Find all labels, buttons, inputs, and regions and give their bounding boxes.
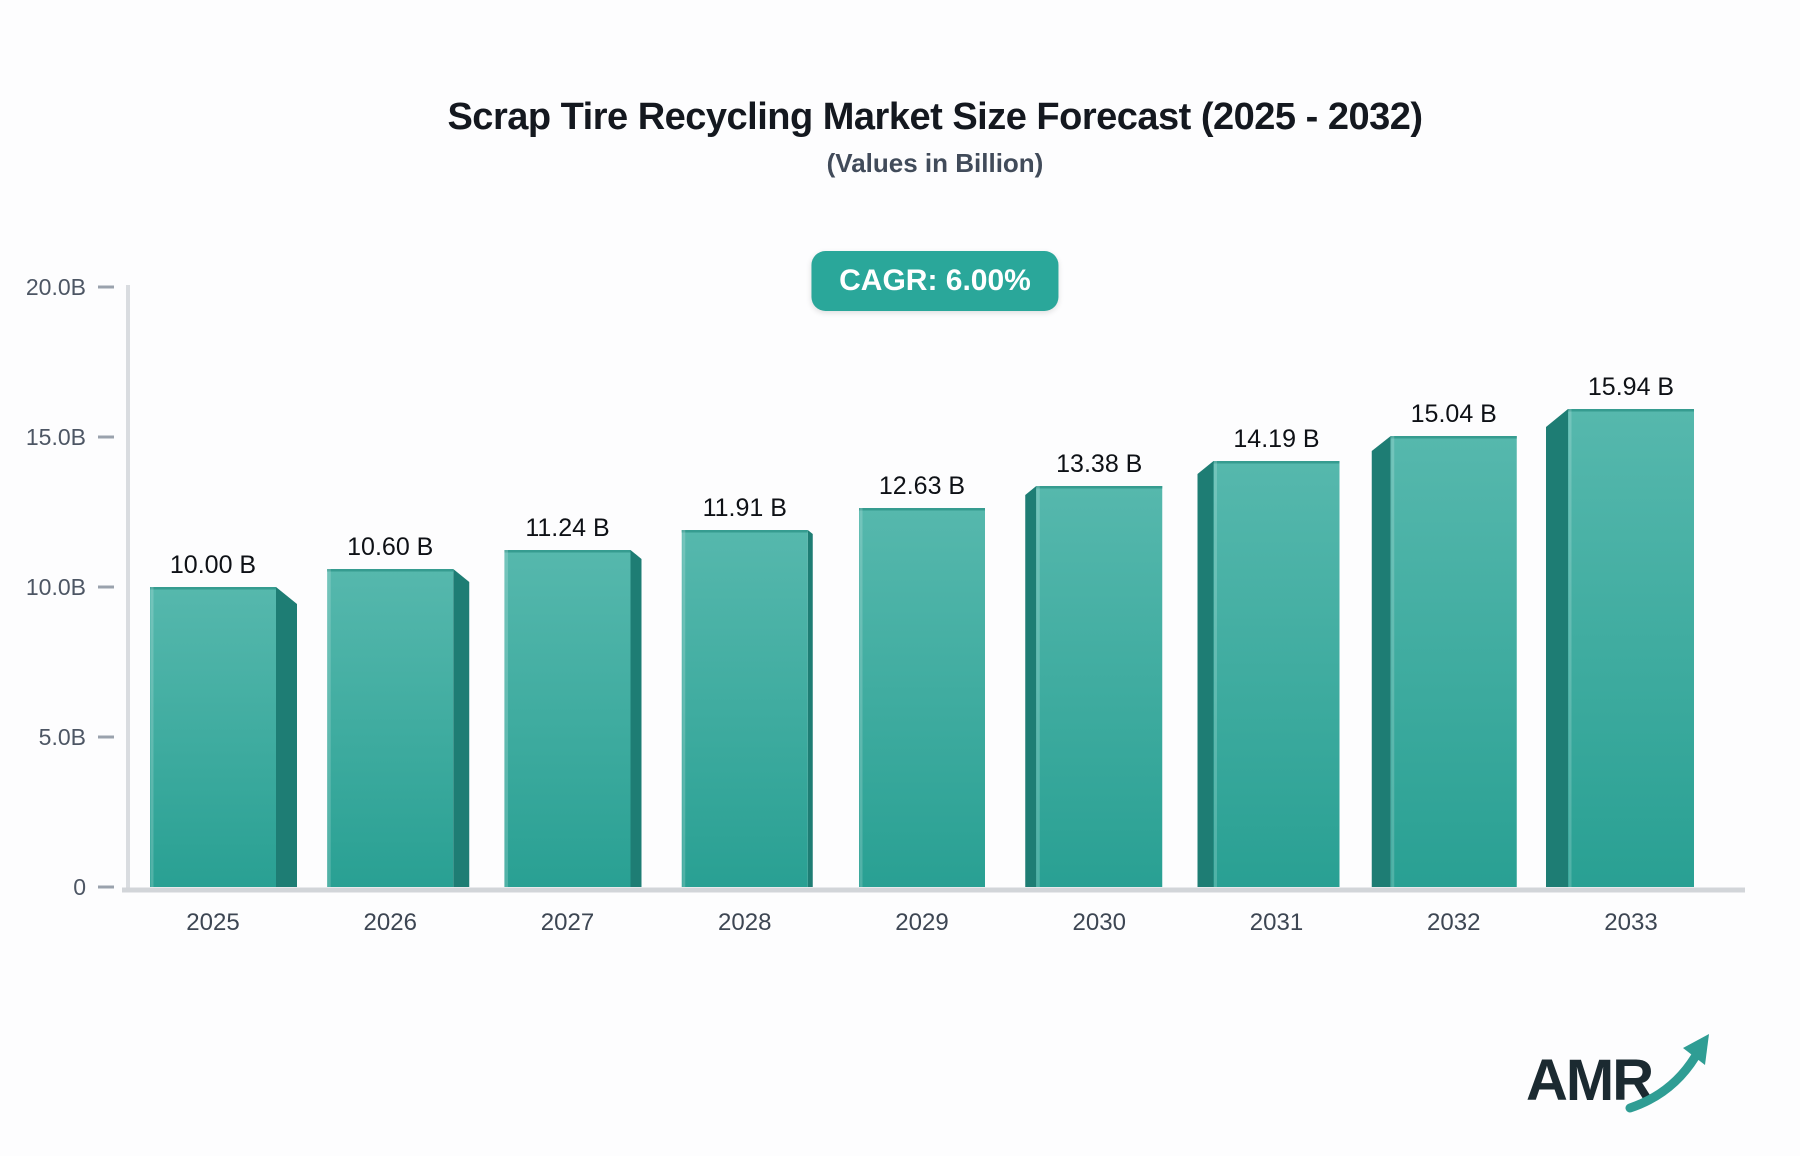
bar-value-label-2032: 15.04 B [1411,400,1497,428]
bar-top-edge-2032 [1390,436,1517,439]
bar-side-face-2032 [1371,436,1391,887]
bar-2031[interactable] [1213,461,1340,887]
x-axis-label-2029: 2029 [895,909,948,936]
x-axis-label-2032: 2032 [1427,909,1480,936]
growth-arrow-icon [1625,1034,1709,1113]
bar-side-face-2028 [807,530,813,887]
bar-2028[interactable] [681,530,808,887]
bar-value-label-2025: 10.00 B [170,551,256,579]
bar-2025[interactable] [150,587,276,887]
bar-value-label-2033: 15.94 B [1588,373,1674,401]
bar-value-label-2026: 10.60 B [347,533,433,561]
chart-subtitle: (Values in Billion) [826,147,1044,178]
bar-highlight-2029 [859,508,863,887]
bar-side-face-2025 [276,587,297,887]
bar-top-edge-2028 [681,530,808,533]
bar-top-edge-2026 [327,569,454,572]
y-axis-tick-label: 20.0B [26,274,86,300]
bar-value-label-2029: 12.63 B [879,472,965,500]
bar-2033[interactable] [1568,409,1694,887]
bar-side-face-2026 [453,569,470,887]
bar-2026[interactable] [327,569,454,887]
bar-highlight-2026 [327,569,331,887]
bar-highlight-2028 [682,530,686,887]
bar-side-face-2031 [1197,461,1214,887]
bar-side-face-2030 [1025,486,1037,887]
bar-2027[interactable] [504,550,631,887]
bar-highlight-2032 [1391,436,1395,887]
x-axis-label-2033: 2033 [1604,909,1657,936]
cagr-badge: CAGR: 6.00% [811,250,1059,311]
y-axis-tick-label: 15.0B [26,424,86,450]
bar-top-edge-2030 [1036,486,1163,489]
x-axis-label-2026: 2026 [364,909,417,936]
x-axis-label-2025: 2025 [186,909,239,936]
bar-top-edge-2033 [1568,409,1694,412]
amr-logo: AMR [1526,1034,1709,1113]
y-axis-tick-label: 0 [73,874,86,900]
bar-highlight-2033 [1568,409,1572,887]
bar-highlight-2025 [150,587,154,887]
bar-value-label-2030: 13.38 B [1056,450,1142,478]
x-axis-label-2030: 2030 [1073,909,1126,936]
bar-value-label-2031: 14.19 B [1233,425,1319,453]
bar-highlight-2027 [505,550,508,887]
chart-title: Scrap Tire Recycling Market Size Forecas… [447,96,1423,138]
bar-top-edge-2027 [504,550,631,553]
x-axis-label-2027: 2027 [541,909,594,936]
bar-value-label-2028: 11.91 B [703,494,787,522]
bar-value-label-2027: 11.24 B [525,514,609,542]
bar-top-edge-2031 [1213,461,1340,464]
bar-2029[interactable] [859,508,985,887]
bar-top-edge-2029 [859,508,985,511]
bar-top-edge-2025 [150,587,276,590]
x-axis-label-2028: 2028 [718,909,771,936]
chart-header: Scrap Tire Recycling Market Size Forecas… [447,96,1423,311]
y-axis-tick-label: 10.0B [26,574,86,600]
bar-2032[interactable] [1390,436,1517,887]
bar-highlight-2031 [1214,461,1217,887]
bar-side-face-2033 [1546,409,1568,887]
x-axis-label-2031: 2031 [1250,909,1303,936]
y-axis-tick-label: 5.0B [39,724,86,750]
bar-side-face-2027 [630,550,642,887]
bar-2030[interactable] [1036,486,1163,887]
bar-highlight-2030 [1036,486,1040,887]
